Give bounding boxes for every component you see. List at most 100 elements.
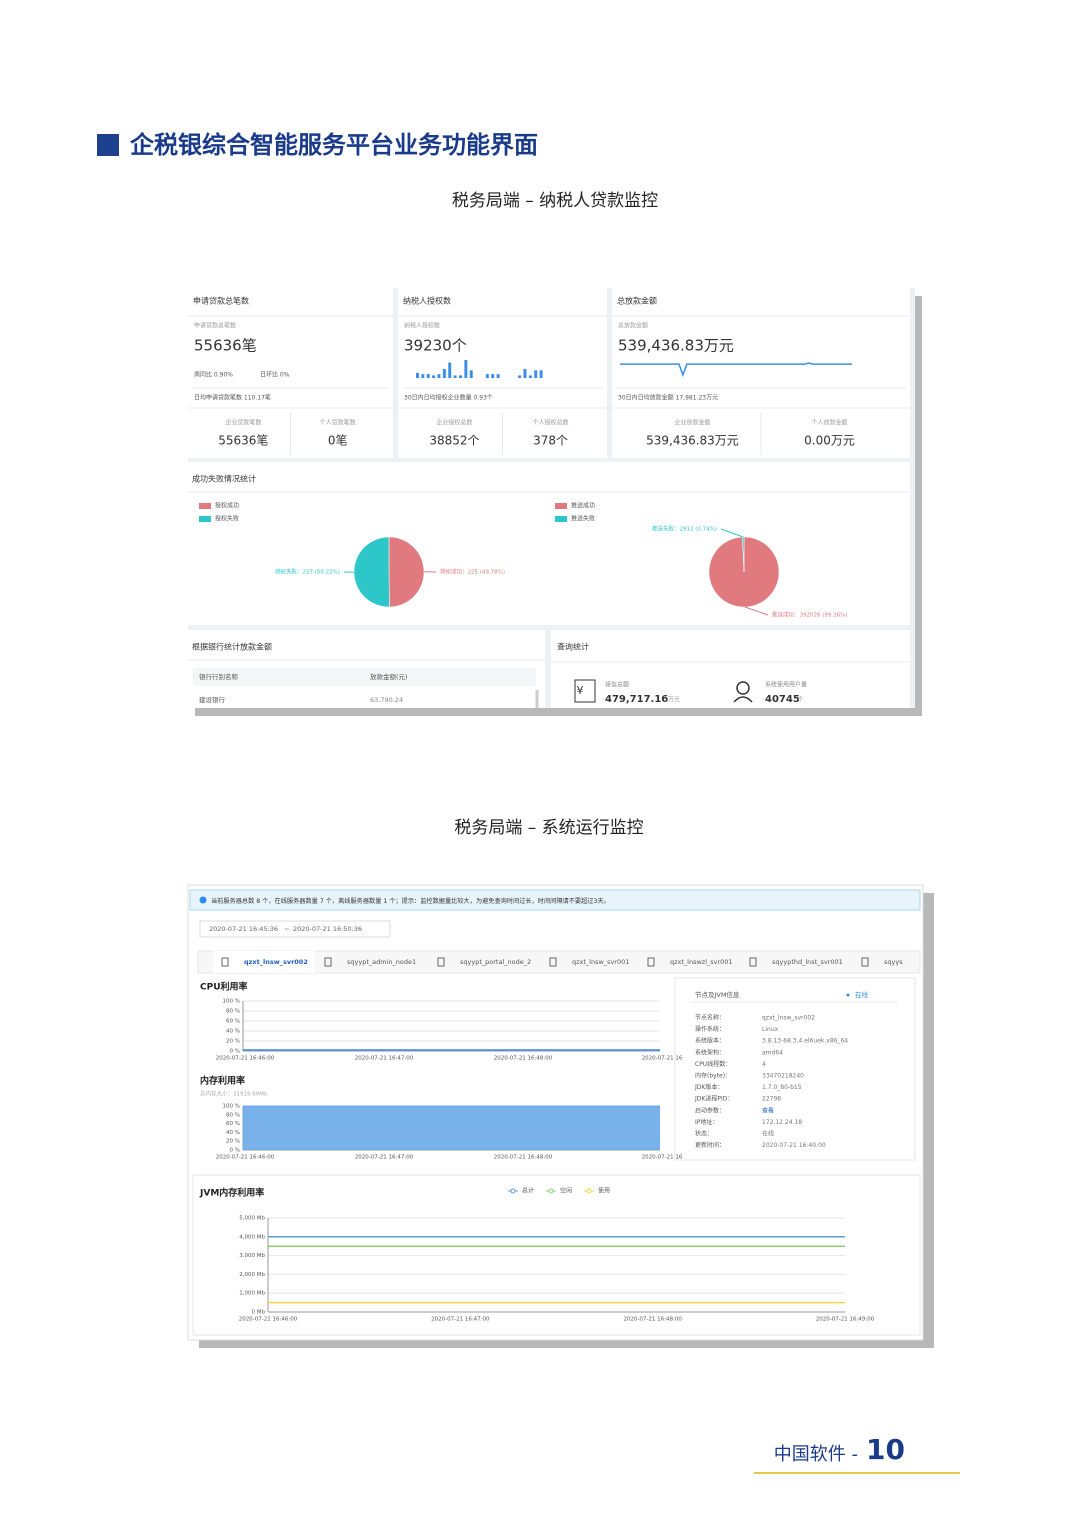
slice-label: 推送成功：392026 (99.26%) (772, 611, 848, 619)
info-icon (200, 897, 207, 904)
spark-bar (421, 374, 424, 378)
tab: qzxt_lnswzl_svr001 (670, 958, 733, 966)
spark-bar (438, 374, 441, 378)
panel-title: 成功失败情况统计 (192, 474, 256, 484)
spark-bar (427, 374, 430, 378)
heading: 企税银综合智能服务平台业务功能界面 (130, 131, 538, 159)
legend-label: 授权失败 (215, 515, 239, 523)
card-title: 纳税人授权数 (403, 296, 451, 306)
info-value: Linux (762, 1026, 779, 1033)
legend-label: 推送成功 (571, 502, 595, 510)
split-value: 378个 (533, 434, 568, 448)
status-dot (847, 994, 850, 997)
y-tick-label: 80 % (226, 1009, 240, 1015)
y-tick-label: 20 % (226, 1139, 240, 1145)
table-header (193, 668, 536, 686)
legend-swatch (555, 503, 567, 509)
split-label: 企业授权总数 (436, 419, 472, 427)
split-value: 0笔 (328, 433, 348, 448)
y-tick-label: 1,000 Mb (239, 1291, 265, 1297)
stat-label: 接信总额 (605, 681, 629, 689)
slice-label: 授权失败：227 (50.22%) (275, 568, 340, 576)
y-tick-label: 3,000 Mb (239, 1253, 265, 1259)
tab: sqyypthd_lnst_svr001 (772, 958, 843, 966)
y-tick-label: 60 % (226, 1019, 240, 1025)
legend-marker (549, 1189, 553, 1193)
info-value: amd64 (762, 1049, 783, 1056)
table-header-cell: 放款金额(元) (370, 672, 408, 681)
spark-bar (491, 374, 494, 378)
info-value: 查看 (762, 1106, 774, 1114)
growth: 周同比 0.90% (194, 371, 233, 379)
legend-swatch (199, 503, 211, 509)
y-tick-label: 2,000 Mb (239, 1272, 265, 1278)
spark-bar (529, 375, 532, 378)
x-tick-label: 2020-07-21 16:47:00 (355, 1155, 414, 1161)
info-value: 1.7.0_80-b15 (762, 1084, 802, 1091)
x-tick-label: 2020-07-21 16:48:00 (494, 1056, 553, 1062)
spark-bar (448, 363, 451, 378)
spark-bar (443, 369, 446, 378)
legend-label: 授权成功 (215, 502, 239, 510)
y-tick-label: 0 Mb (252, 1310, 266, 1316)
info-key: 系统架构： (695, 1048, 725, 1056)
y-tick-label: 100 % (223, 1104, 240, 1110)
y-tick-label: 0 % (230, 1049, 240, 1055)
spark-bar (497, 374, 500, 378)
heading-marker (97, 134, 119, 156)
info-key: 操作系统： (695, 1025, 725, 1033)
x-tick-label: 2020-07-21 16:49:00 (816, 1317, 875, 1323)
x-tick-label: 2020-07-21 16:47:00 (431, 1317, 490, 1323)
spark-bar (416, 373, 419, 378)
y-tick-label: 4,000 Mb (239, 1234, 265, 1240)
card-subtitle: 纳税人授权数 (404, 322, 440, 330)
tab: sqyypt_portal_node_2 (460, 958, 531, 966)
pie-panel (188, 462, 910, 625)
date-sep: ~ (284, 925, 289, 933)
legend-label: 空闲 (560, 1187, 572, 1195)
stat-unit: 个 (798, 697, 804, 704)
notice: 当前服务器总数 8 个，在线服务器数量 7 个，离线服务器数量 1 个；提示：监… (211, 897, 610, 905)
footer-brand: 中国软件 - (774, 1444, 858, 1465)
date-to: 2020-07-21 16:50:36 (293, 925, 362, 933)
card-total: 55636笔 (194, 337, 257, 355)
x-tick-label: 2020-07-21 16:48:00 (623, 1317, 682, 1323)
spark-bar (524, 369, 527, 378)
legend-swatch (555, 516, 567, 522)
table-header-cell: 银行行别名称 (199, 672, 239, 681)
info-key: JDK版本： (694, 1083, 723, 1091)
y-tick-label: 40 % (226, 1029, 240, 1035)
split-label: 个人放款金额 (812, 419, 848, 427)
tab: sqyypt_admin_node1 (347, 958, 416, 966)
info-key: JDK进程PID： (694, 1095, 733, 1103)
spark-bar (432, 375, 435, 378)
split-value: 539,436.83万元 (646, 434, 739, 448)
x-tick-label: 2020-07-21 16 (642, 1056, 683, 1062)
stat-value: 40745 (765, 694, 800, 705)
info-key: IP地址： (695, 1118, 718, 1126)
card-subtitle: 申请贷款总笔数 (194, 322, 236, 330)
split-label: 企业放款金额 (674, 419, 710, 427)
card-daily: 30日内日均放款金额 17,981.23万元 (618, 394, 718, 402)
split-value: 0.00万元 (804, 434, 855, 448)
card-subtitle: 总放款金额 (618, 322, 648, 330)
table-cell: 建设银行 (199, 695, 226, 704)
chart-title: JVM内存利用率 (199, 1187, 264, 1199)
y-tick-label: 100 % (223, 999, 240, 1005)
spark-bar (459, 375, 462, 378)
card-title: 申请贷款总笔数 (193, 296, 249, 306)
spark-bar (518, 375, 521, 378)
x-tick-label: 2020-07-21 16:47:00 (355, 1056, 414, 1062)
x-tick-label: 2020-07-21 16:46:00 (239, 1317, 298, 1323)
split-value: 38852个 (429, 434, 479, 448)
x-tick-label: 2020-07-21 16:46:00 (216, 1155, 275, 1161)
legend-swatch (199, 516, 211, 522)
info-value: 172.12.24.18 (762, 1119, 802, 1126)
info-value: 33470218240 (762, 1073, 804, 1080)
card-daily: 日均申请贷款笔数 110.17笔 (194, 394, 271, 402)
growth: 日环比 0% (260, 371, 290, 379)
stat-value: 479,717.16 (605, 694, 668, 705)
tab: qzxt_lnsw_svr001 (572, 958, 629, 966)
spark-bar (454, 375, 457, 378)
